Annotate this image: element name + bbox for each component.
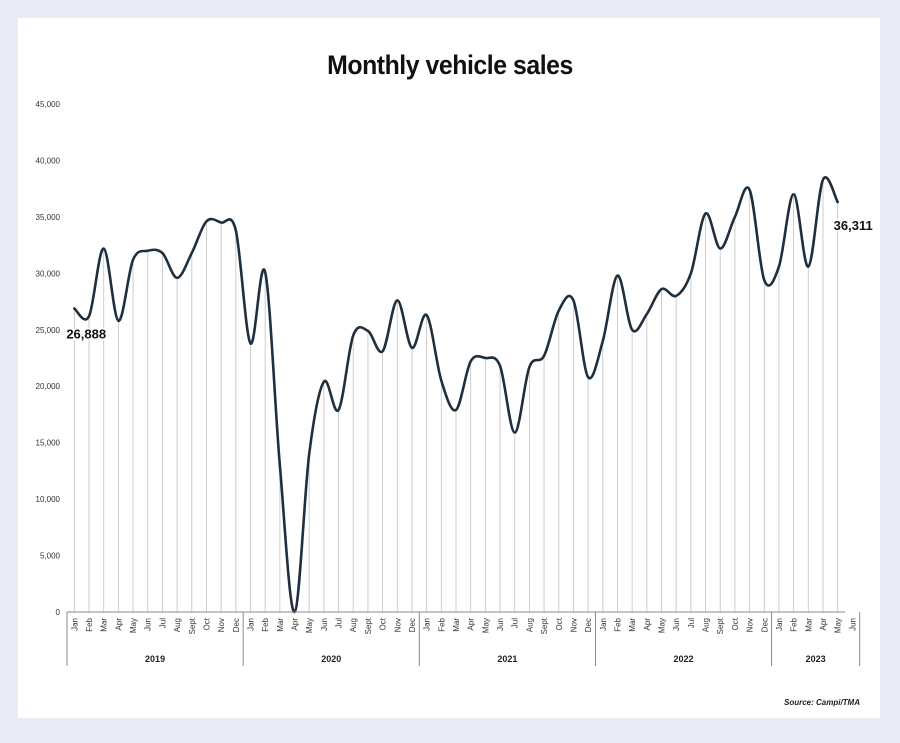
month-tick-label: Dec <box>584 618 593 632</box>
month-tick-label: Mar <box>628 618 637 632</box>
month-tick-label: Jul <box>687 618 696 628</box>
month-tick-label: Dec <box>408 618 417 632</box>
month-tick-label: Aug <box>702 618 711 632</box>
month-tick-label: Sept <box>716 617 725 634</box>
chart-frame <box>18 18 880 718</box>
month-tick-label: Nov <box>746 618 755 632</box>
month-tick-label: Apr <box>114 618 123 631</box>
month-tick-label: Jul <box>511 618 520 628</box>
month-tick-label: Nov <box>569 618 578 632</box>
month-tick-label: Oct <box>555 617 564 630</box>
month-tick-label: Mar <box>276 618 285 632</box>
month-tick-label: Sept <box>540 617 549 634</box>
y-tick-label: 25,000 <box>36 326 61 335</box>
month-tick-label: Jan <box>775 618 784 631</box>
month-tick-label: Jun <box>848 618 857 631</box>
year-label: 2021 <box>497 654 517 664</box>
month-tick-label: May <box>129 618 138 633</box>
month-tick-label: Jan <box>246 618 255 631</box>
month-tick-label: Dec <box>232 618 241 632</box>
month-tick-label: Jun <box>672 618 681 631</box>
y-tick-label: 0 <box>56 608 61 617</box>
y-tick-label: 45,000 <box>36 100 61 109</box>
series-line <box>73 176 839 614</box>
month-tick-label: Feb <box>790 617 799 631</box>
month-tick-label: Dec <box>760 618 769 632</box>
month-tick-label: Aug <box>349 618 358 632</box>
month-tick-label: Sept <box>364 617 373 634</box>
source-note: Source: Campi/TMA <box>783 698 860 707</box>
month-tick-label: May <box>305 618 314 633</box>
y-tick-label: 35,000 <box>36 213 61 222</box>
month-tick-label: Jul <box>158 618 167 628</box>
month-tick-label: Nov <box>393 618 402 632</box>
month-tick-label: Jan <box>599 618 608 631</box>
month-tick-label: Nov <box>217 618 226 632</box>
month-tick-label: Mar <box>804 618 813 632</box>
month-tick-label: Mar <box>452 618 461 632</box>
month-tick-label: Apr <box>819 618 828 631</box>
month-tick-label: Aug <box>173 618 182 632</box>
month-tick-label: Jul <box>335 618 344 628</box>
month-tick-label: Oct <box>731 617 740 630</box>
month-tick-label: Feb <box>261 617 270 631</box>
data-label: 26,888 <box>66 326 106 341</box>
month-tick-label: Mar <box>100 618 109 632</box>
month-tick-label: Sept <box>188 617 197 634</box>
month-tick-label: Jun <box>496 618 505 631</box>
month-tick-label: Jan <box>70 618 79 631</box>
month-tick-label: Apr <box>643 618 652 631</box>
y-tick-label: 10,000 <box>36 495 61 504</box>
year-label: 2019 <box>145 654 165 664</box>
month-tick-label: May <box>658 618 667 633</box>
month-tick-label: Jun <box>320 618 329 631</box>
y-tick-label: 40,000 <box>36 156 61 165</box>
month-tick-label: Jan <box>423 618 432 631</box>
month-tick-label: Apr <box>467 618 476 631</box>
month-tick-label: Jun <box>144 618 153 631</box>
month-tick-label: Oct <box>202 617 211 630</box>
chart-title: Monthly vehicle sales <box>327 50 573 80</box>
y-tick-label: 15,000 <box>36 439 61 448</box>
month-tick-label: Oct <box>379 617 388 630</box>
month-tick-label: Aug <box>525 618 534 632</box>
year-label: 2022 <box>674 654 694 664</box>
month-tick-label: Feb <box>437 617 446 631</box>
data-label: 36,311 <box>834 218 873 233</box>
y-tick-label: 20,000 <box>36 382 61 391</box>
month-tick-label: Feb <box>85 617 94 631</box>
y-tick-label: 30,000 <box>36 269 61 278</box>
y-tick-label: 5,000 <box>40 552 61 561</box>
month-tick-label: Feb <box>613 617 622 631</box>
year-label: 2023 <box>806 654 826 664</box>
month-tick-label: May <box>834 618 843 633</box>
month-tick-label: Apr <box>291 618 300 631</box>
month-tick-label: May <box>481 618 490 633</box>
year-label: 2020 <box>321 654 341 664</box>
